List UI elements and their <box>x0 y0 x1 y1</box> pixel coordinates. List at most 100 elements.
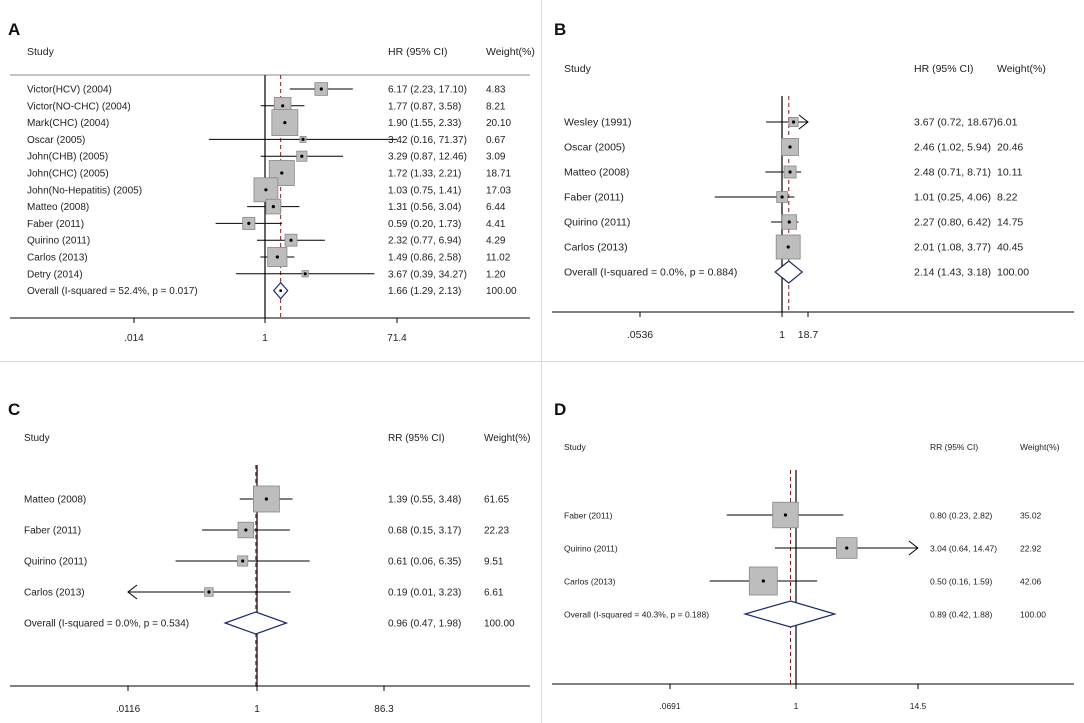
forest-plot-a: Study HR (95% CI) Weight(%) Victor(HCV) (20… <box>10 46 535 344</box>
ci-arrow-left <box>127 584 138 600</box>
study-weight: 20.46 <box>997 142 1023 154</box>
x-axis-tick-label: 14.5 <box>910 701 927 711</box>
panel-a: A Study HR (95% CI) Weight(%) Victor(HCV) (… <box>0 0 540 360</box>
point-estimate <box>761 579 765 583</box>
study-label: Victor(HCV) (2004) <box>27 85 112 96</box>
overall-ci: 0.96 (0.47, 1.98) <box>388 619 461 630</box>
panel-a-letter: A <box>8 20 21 39</box>
panel-b-letter: B <box>554 20 567 39</box>
study-weight: 61.65 <box>484 495 509 506</box>
overall-label: Overall (I-squared = 0.0%, p = 0.534) <box>24 619 189 630</box>
point-estimate <box>783 513 788 517</box>
study-label: Victor(NO-CHC) (2004) <box>27 101 131 112</box>
study-weight: 11.02 <box>486 253 511 264</box>
ci-arrow-right <box>798 114 809 130</box>
header-study: Study <box>24 433 50 444</box>
overall-diamond <box>223 611 289 635</box>
study-ci: 0.59 (0.20, 1.73) <box>388 219 461 230</box>
study-label: Faber (2011) <box>564 192 624 204</box>
study-label: Carlos (2013) <box>27 253 88 264</box>
x-axis-tick-label: 18.7 <box>798 329 819 341</box>
header-estimate: RR (95% CI) <box>930 442 978 452</box>
point-estimate <box>280 171 284 175</box>
point-estimate <box>264 497 268 501</box>
point-estimate <box>241 559 245 563</box>
panel-c-letter: C <box>8 400 21 419</box>
x-axis-tick-label: .0691 <box>659 701 681 711</box>
study-ci: 2.01 (1.08, 3.77) <box>914 242 991 254</box>
study-ci: 3.67 (0.72, 18.67) <box>914 117 997 129</box>
study-ci: 0.80 (0.23, 2.82) <box>930 511 993 521</box>
point-estimate <box>207 590 211 594</box>
point-estimate <box>244 528 248 532</box>
study-weight: 3.09 <box>486 152 506 163</box>
study-label: John(CHC) (2005) <box>27 169 109 180</box>
study-label: Quirino (2011) <box>24 557 87 568</box>
study-ci: 2.48 (0.71, 8.71) <box>914 167 991 179</box>
panel-c: C Study RR (95% CI) Weight(%) Matteo (2008)… <box>0 362 540 723</box>
study-label: Faber (2011) <box>27 219 84 230</box>
panel-d-letter: D <box>554 400 567 419</box>
overall-diamond-center <box>279 289 283 292</box>
study-weight: 17.03 <box>486 185 511 196</box>
point-estimate <box>281 104 285 108</box>
study-ci: 0.61 (0.06, 6.35) <box>388 557 461 568</box>
study-ci: 1.03 (0.75, 1.41) <box>388 185 461 196</box>
study-ci: 1.39 (0.55, 3.48) <box>388 495 461 506</box>
x-axis-tick-label: 86.3 <box>374 704 394 715</box>
study-label: Wesley (1991) <box>564 117 632 129</box>
study-weight: 6.01 <box>997 117 1018 129</box>
header-study: Study <box>27 46 55 58</box>
study-label: Matteo (2008) <box>564 167 629 179</box>
x-axis-tick-label: .0116 <box>116 704 141 715</box>
overall-ci: 0.89 (0.42, 1.88) <box>930 610 993 620</box>
forest-plot-b: Study HR (95% CI) Weight(%) Wesley (1991) 3.… <box>552 63 1074 341</box>
overall-ci: 1.66 (1.29, 2.13) <box>388 286 461 297</box>
header-estimate: HR (95% CI) <box>914 63 974 75</box>
overall-weight: 100.00 <box>997 267 1029 279</box>
study-ci: 1.01 (0.25, 4.06) <box>914 192 991 204</box>
point-estimate <box>791 120 796 124</box>
overall-label: Overall (I-squared = 52.4%, p = 0.017) <box>27 286 198 297</box>
point-estimate <box>788 170 792 174</box>
study-weight: 4.83 <box>486 85 506 96</box>
point-estimate <box>264 188 268 192</box>
study-ci: 1.72 (1.33, 2.21) <box>388 169 461 180</box>
x-axis-tick-label: 1 <box>262 333 268 344</box>
study-label: Quirino (2011) <box>27 236 90 247</box>
study-ci: 3.29 (0.87, 12.46) <box>388 152 467 163</box>
point-estimate <box>787 220 791 224</box>
study-label: Oscar (2005) <box>564 142 625 154</box>
study-ci: 0.50 (0.16, 1.59) <box>930 577 993 587</box>
study-weight: 6.44 <box>486 202 506 213</box>
study-label: Carlos (2013) <box>564 577 616 587</box>
study-weight: 40.45 <box>997 242 1023 254</box>
header-weight: Weight(%) <box>486 46 535 58</box>
study-weight: 22.23 <box>484 526 509 537</box>
overall-weight: 100.00 <box>1020 610 1046 620</box>
study-label: Matteo (2008) <box>27 202 89 213</box>
study-weight: 4.29 <box>486 236 506 247</box>
overall-weight: 100.00 <box>484 619 515 630</box>
point-estimate <box>289 238 293 242</box>
study-ci: 0.19 (0.01, 3.23) <box>388 588 461 599</box>
point-estimate <box>319 87 323 91</box>
study-ci: 3.42 (0.16, 71.37) <box>388 135 467 146</box>
ci-arrow-right <box>908 540 919 556</box>
study-weight: 8.21 <box>486 101 506 112</box>
study-weight: 1.20 <box>486 269 506 280</box>
study-ci: 0.68 (0.15, 3.17) <box>388 526 461 537</box>
forest-plot-c: Study RR (95% CI) Weight(%) Matteo (2008) 1.… <box>10 433 531 715</box>
header-study: Study <box>564 63 592 75</box>
overall-label: Overall (I-squared = 0.0%, p = 0.884) <box>564 267 737 279</box>
panel-divider-vertical <box>541 0 542 723</box>
point-estimate <box>301 137 305 141</box>
study-ci: 1.90 (1.55, 2.33) <box>388 118 461 129</box>
overall-diamond <box>774 260 804 284</box>
overall-diamond <box>742 600 837 628</box>
study-label: Oscar (2005) <box>27 135 85 146</box>
study-ci: 2.46 (1.02, 5.94) <box>914 142 991 154</box>
study-weight: 35.02 <box>1020 511 1042 521</box>
overall-label: Overall (I-squared = 40.3%, p = 0.188) <box>564 610 709 620</box>
x-axis-tick-label: 1 <box>254 704 260 715</box>
